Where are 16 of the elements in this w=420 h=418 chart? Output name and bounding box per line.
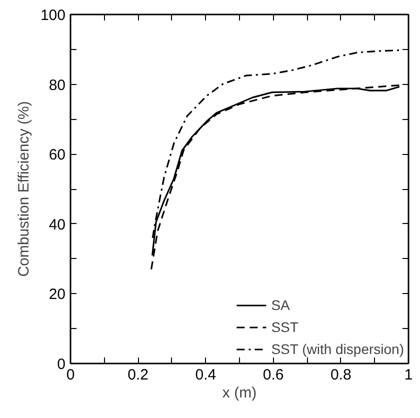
x-tick-label: 0.2 bbox=[128, 366, 149, 384]
x-tick-label: 0.6 bbox=[262, 366, 284, 384]
legend-label: SST bbox=[271, 319, 298, 335]
y-axis-title: Combustion Efficiency (%) bbox=[15, 101, 32, 277]
y-tick-label: 40 bbox=[48, 216, 66, 234]
legend-label: SST (with dispersion) bbox=[271, 341, 404, 357]
y-tick-label: 60 bbox=[48, 146, 66, 164]
y-tick-label: 80 bbox=[48, 76, 66, 94]
legend-label: SA bbox=[271, 297, 291, 313]
x-tick-label: 1 bbox=[404, 366, 413, 384]
y-tick-label: 100 bbox=[40, 7, 66, 24]
y-tick-label: 0 bbox=[57, 356, 66, 373]
x-axis-title: x (m) bbox=[222, 384, 257, 402]
x-tick-label: 0.4 bbox=[195, 366, 216, 384]
x-tick-label: 0.8 bbox=[330, 366, 352, 384]
y-tick-label: 20 bbox=[48, 286, 66, 304]
